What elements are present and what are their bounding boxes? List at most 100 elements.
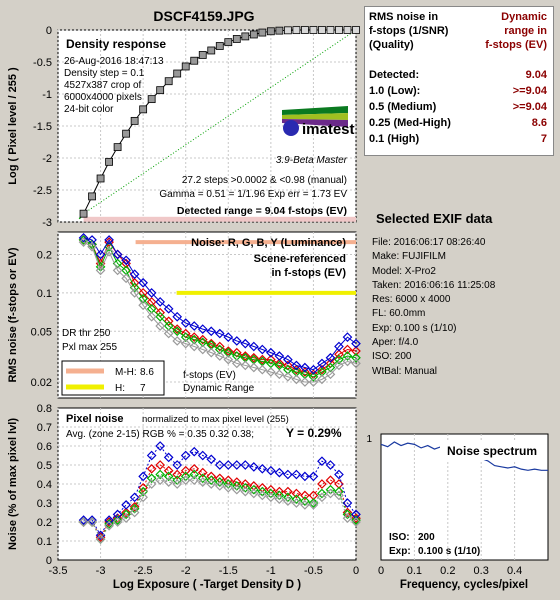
pixel-point <box>325 475 336 486</box>
pixel-point <box>95 534 106 544</box>
noise-point <box>342 351 353 361</box>
noise-point <box>112 249 123 260</box>
density-ylabel: Log ( Pixel level / 255 ) <box>7 67 19 185</box>
pixel-point <box>317 492 327 503</box>
pixel-point <box>342 498 353 508</box>
exif-line: FL: 60.0mm <box>372 308 426 320</box>
results-row: 0.1 (High) 7 <box>369 133 547 145</box>
spectrum-title-box <box>440 440 544 460</box>
density-point <box>147 95 156 104</box>
pixel-point <box>87 517 97 527</box>
noise-point <box>266 367 276 377</box>
pixel-point <box>351 513 361 524</box>
noise-point <box>138 288 148 298</box>
noise-point <box>172 324 183 334</box>
noise-point <box>283 354 293 365</box>
pixel-ytick-label: 0.8 <box>37 403 52 415</box>
pixel-xticks: -3.5 -3 -2.5 -2 -1.5 -1 -0.5 0 <box>49 565 360 577</box>
noise-point <box>257 354 268 365</box>
pixel-avg-text: Avg. (zone 2-15) RGB % = 0.35 0.32 0.38; <box>66 429 254 440</box>
noise-point <box>129 282 140 293</box>
pixel-xtick-label: -3 <box>96 565 106 577</box>
noise-point <box>172 336 183 346</box>
gamma-text: Gamma = 0.51 = 1/1.96 Exp err = 1.73 EV <box>159 189 347 200</box>
noise-point <box>95 249 106 260</box>
density-ytick-label: -0.5 <box>33 57 52 69</box>
noise-point <box>291 360 302 371</box>
noise-point <box>138 277 148 288</box>
pixel-point <box>231 460 242 470</box>
density-point <box>181 62 190 71</box>
noise-point <box>163 328 174 339</box>
results-header-right-3: f-stops (EV) <box>485 39 547 51</box>
pixel-xtick-label: 0 <box>353 565 359 577</box>
exif-line: Model: X-Pro2 <box>372 265 436 277</box>
pixel-point <box>163 471 174 482</box>
noise-point <box>231 336 242 346</box>
pixel-point <box>129 501 140 512</box>
pixel-series-line <box>83 445 357 537</box>
noise-point <box>146 297 157 307</box>
pixel-ytick-label: 0.2 <box>37 517 52 529</box>
noise-point <box>308 377 319 387</box>
noise-point <box>214 344 225 355</box>
noise-point <box>342 356 353 367</box>
noise-ytick-label: 0.1 <box>37 288 52 300</box>
noise-point <box>112 258 123 269</box>
pixel-point <box>283 496 293 506</box>
density-point <box>318 26 326 34</box>
pixel-point <box>223 482 234 493</box>
noise-point <box>223 347 234 358</box>
pixel-point <box>291 498 302 508</box>
noise-point <box>129 288 140 298</box>
noise-point <box>291 374 302 385</box>
pixel-point <box>172 469 183 480</box>
pixel-point <box>214 460 225 470</box>
density-point <box>301 26 309 34</box>
pixel-point <box>325 460 336 470</box>
results-row-label: 0.5 (Medium) <box>369 101 437 113</box>
noise-point <box>223 354 234 365</box>
logo-text: imatest <box>302 121 355 138</box>
exif-line: File: 2016:06:17 08:26:40 <box>372 237 486 248</box>
density-point <box>309 26 318 34</box>
pixel-point <box>308 471 319 482</box>
density-point <box>207 46 216 55</box>
results-header-left-3: (Quality) <box>369 39 414 51</box>
figure-title: DSCF4159.JPG <box>153 8 254 24</box>
noise-heading: Noise: R, G, B, Y (Luminance) <box>191 237 346 249</box>
pixel-point <box>342 507 353 518</box>
density-point <box>275 26 284 35</box>
density-point <box>266 27 275 36</box>
pixel-ytick-label: 0.6 <box>37 441 52 453</box>
results-header-2: f-stops (1/SNR) range in <box>369 25 547 37</box>
pixel-point <box>146 473 157 484</box>
noise-point <box>342 332 353 342</box>
pixel-point <box>112 515 123 525</box>
spectrum-title: Noise spectrum <box>447 444 537 458</box>
noise-point <box>189 332 200 342</box>
version-text: 3.9-Beta Master <box>276 155 348 166</box>
pixel-point <box>155 441 166 451</box>
noise-point <box>129 269 140 280</box>
density-point <box>292 26 301 35</box>
pixel-point <box>172 460 183 470</box>
noise-point <box>180 332 191 342</box>
noise-point <box>240 338 251 349</box>
density-point <box>326 26 335 34</box>
noise-point <box>78 232 89 243</box>
exif-line: Aper: f/4.0 <box>372 337 419 349</box>
exif-line: Make: FUJIFILM <box>372 251 446 263</box>
spectrum-xlabel: Frequency, cycles/pixel <box>400 579 528 591</box>
pixel-ytick-label: 0.3 <box>37 498 52 510</box>
density-point <box>105 157 113 166</box>
noise-ylabel: RMS noise (f-stops or EV) <box>7 247 19 382</box>
noise-point <box>121 273 131 284</box>
results-row: 1.0 (Low): >=9.04 <box>369 85 547 97</box>
density-point <box>190 56 199 65</box>
pixel-point <box>334 469 344 480</box>
pixel-heading: Pixel noise <box>66 413 123 425</box>
pixel-point <box>163 477 174 487</box>
pixel-yticks: 0.8 0.7 0.6 0.5 0.4 0.3 0.2 0.1 0 <box>37 403 52 567</box>
